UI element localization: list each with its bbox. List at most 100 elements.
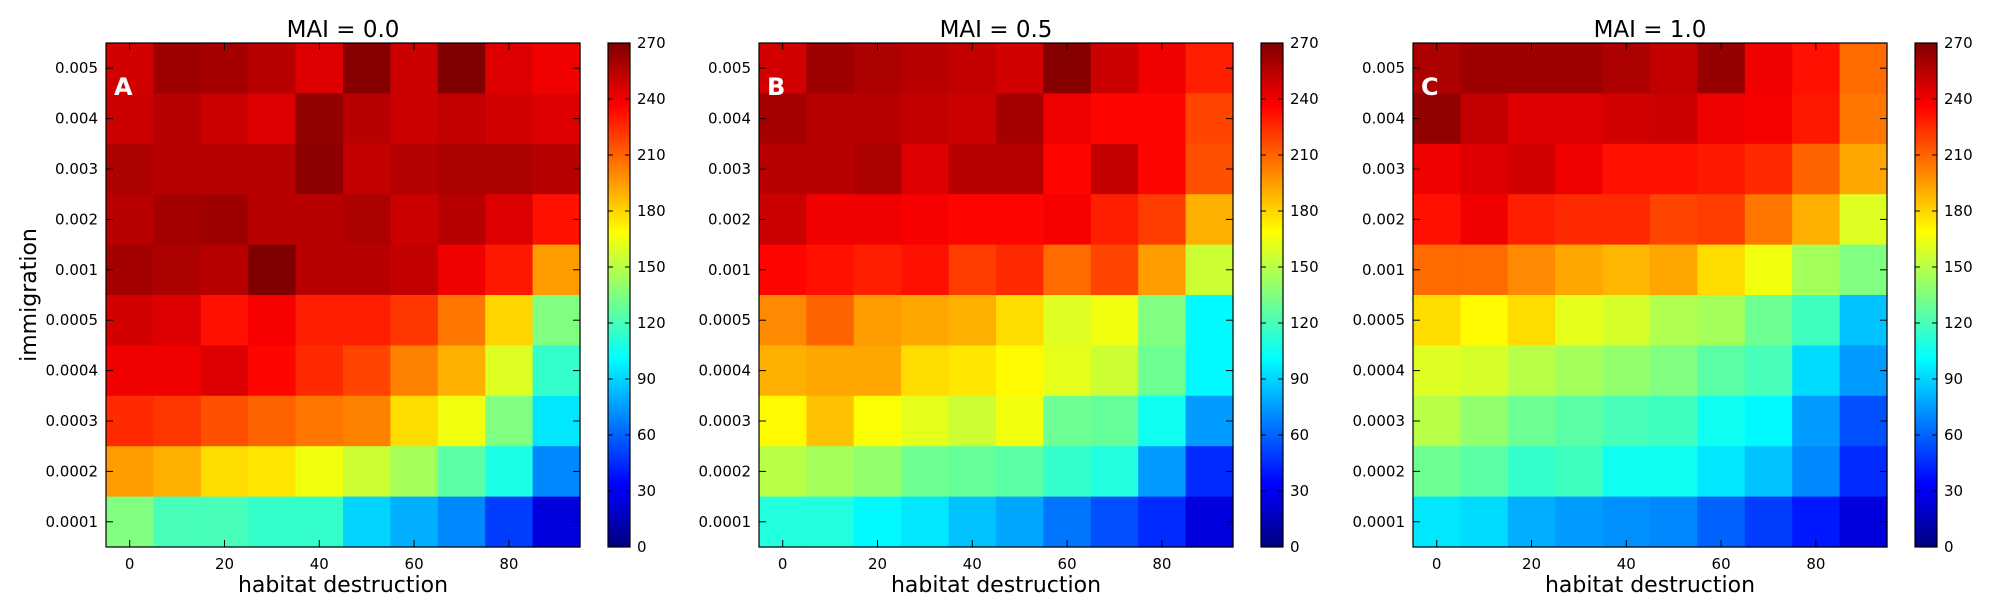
heatmap-cell	[532, 345, 581, 397]
plot-frame	[105, 42, 581, 548]
heatmap-cell	[200, 244, 249, 296]
heatmap-cell	[853, 345, 902, 397]
heatmap-cell	[248, 446, 297, 498]
heatmap-cell	[806, 194, 855, 246]
heatmap-cell	[532, 93, 581, 145]
heatmap-cell	[901, 194, 950, 246]
heatmap-cell	[1507, 496, 1556, 548]
heatmap-cell	[390, 345, 439, 397]
heatmap-cell	[853, 93, 902, 145]
plot-frame	[758, 42, 1234, 548]
heatmap-cell	[485, 194, 534, 246]
heatmap-cell	[1555, 446, 1604, 498]
heatmap-cell	[106, 244, 154, 296]
heatmap-cell	[1650, 496, 1698, 548]
heatmap-cell	[1555, 43, 1604, 94]
heatmap-cell	[1792, 446, 1841, 498]
heatmap-cell	[901, 93, 950, 145]
y-tick-label: 0.002	[708, 210, 751, 228]
heatmap-cell	[485, 345, 534, 397]
heatmap-cell	[853, 194, 902, 246]
heatmap-cell	[996, 496, 1044, 548]
heatmap-cell	[996, 395, 1044, 447]
heatmap-cell	[106, 93, 154, 145]
heatmap-cell	[1744, 295, 1793, 346]
heatmap-cell	[200, 395, 249, 447]
heatmap-cell	[1839, 143, 1888, 195]
heatmap-cell	[759, 395, 807, 447]
heatmap-cell	[200, 143, 249, 195]
heatmap-cell	[390, 295, 439, 346]
heatmap-cell	[901, 143, 950, 195]
heatmap-cell	[1138, 244, 1187, 296]
y-tick-label: 0.0002	[46, 462, 99, 480]
y-tick-label: 0.0004	[1353, 362, 1406, 380]
colorbar-tick-label: 270	[1944, 34, 1973, 52]
heatmap-cell	[1555, 244, 1604, 296]
heatmap-cell	[853, 295, 902, 346]
heatmap-cell	[1792, 244, 1841, 296]
heatmap-cell	[948, 194, 997, 246]
heatmap-cell	[853, 43, 902, 94]
colorbar-tick-label: 180	[1290, 202, 1319, 220]
colorbar	[1914, 42, 1938, 548]
heatmap-cell	[390, 446, 439, 498]
heatmap-cell	[1507, 43, 1556, 94]
heatmap-cell	[248, 395, 297, 447]
heatmap-cell	[1555, 194, 1604, 246]
colorbar-tick-label: 210	[637, 146, 666, 164]
heatmap-cell	[1792, 295, 1841, 346]
heatmap-cell	[153, 345, 202, 397]
heatmap-cell	[806, 143, 855, 195]
y-tick-label: 0.005	[55, 59, 98, 77]
heatmap-cell	[1602, 295, 1651, 346]
panel-b-xlabel: habitat destruction	[891, 573, 1101, 598]
heatmap-cell	[248, 496, 297, 548]
heatmap-cell	[200, 43, 249, 94]
x-tick-label: 60	[1058, 555, 1077, 573]
heatmap-cell	[1602, 194, 1651, 246]
heatmap-cell	[806, 345, 855, 397]
heatmap-cell	[1697, 194, 1746, 246]
x-tick-label: 0	[778, 555, 788, 573]
heatmap-cell	[1839, 446, 1888, 498]
heatmap-cell	[759, 345, 807, 397]
heatmap-cell	[1839, 244, 1888, 296]
heatmap-cell	[485, 43, 534, 94]
heatmap-cell	[1792, 496, 1841, 548]
y-tick-label: 0.0004	[699, 362, 752, 380]
heatmap-cell	[1460, 194, 1509, 246]
heatmap-cell	[1650, 194, 1698, 246]
heatmap-cell	[1043, 143, 1092, 195]
y-tick-label: 0.0002	[1353, 462, 1406, 480]
heatmap-cell	[485, 143, 534, 195]
heatmap-cell	[1602, 143, 1651, 195]
heatmap-cell	[390, 93, 439, 145]
heatmap-cell	[1650, 345, 1698, 397]
heatmap-cell	[248, 43, 297, 94]
heatmap-cell	[437, 295, 486, 346]
heatmap-cell	[295, 395, 344, 447]
heatmap-cell	[1602, 395, 1651, 447]
heatmap-cell	[806, 496, 855, 548]
heatmap-cell	[295, 496, 344, 548]
heatmap-cell	[295, 194, 344, 246]
colorbar-tick-label: 270	[637, 34, 666, 52]
heatmap-cell	[1507, 295, 1556, 346]
heatmap-cell	[1697, 295, 1746, 346]
panel-c-title: MAI = 1.0	[1594, 17, 1707, 43]
heatmap-cell	[1650, 93, 1698, 145]
colorbar-tick-label: 90	[1944, 370, 1963, 388]
heatmap-cell	[343, 395, 391, 447]
y-tick-label: 0.0005	[1353, 311, 1406, 329]
colorbar-tick-label: 30	[1290, 482, 1309, 500]
heatmap-cell	[343, 345, 391, 397]
heatmap-cell	[1043, 244, 1092, 296]
x-tick-label: 40	[310, 555, 329, 573]
heatmap-cell	[200, 446, 249, 498]
heatmap-cell	[248, 244, 297, 296]
x-tick-label: 80	[1152, 555, 1171, 573]
heatmap-cell	[1043, 496, 1092, 548]
colorbar-tick-label: 210	[1290, 146, 1319, 164]
y-tick-label: 0.002	[55, 210, 98, 228]
